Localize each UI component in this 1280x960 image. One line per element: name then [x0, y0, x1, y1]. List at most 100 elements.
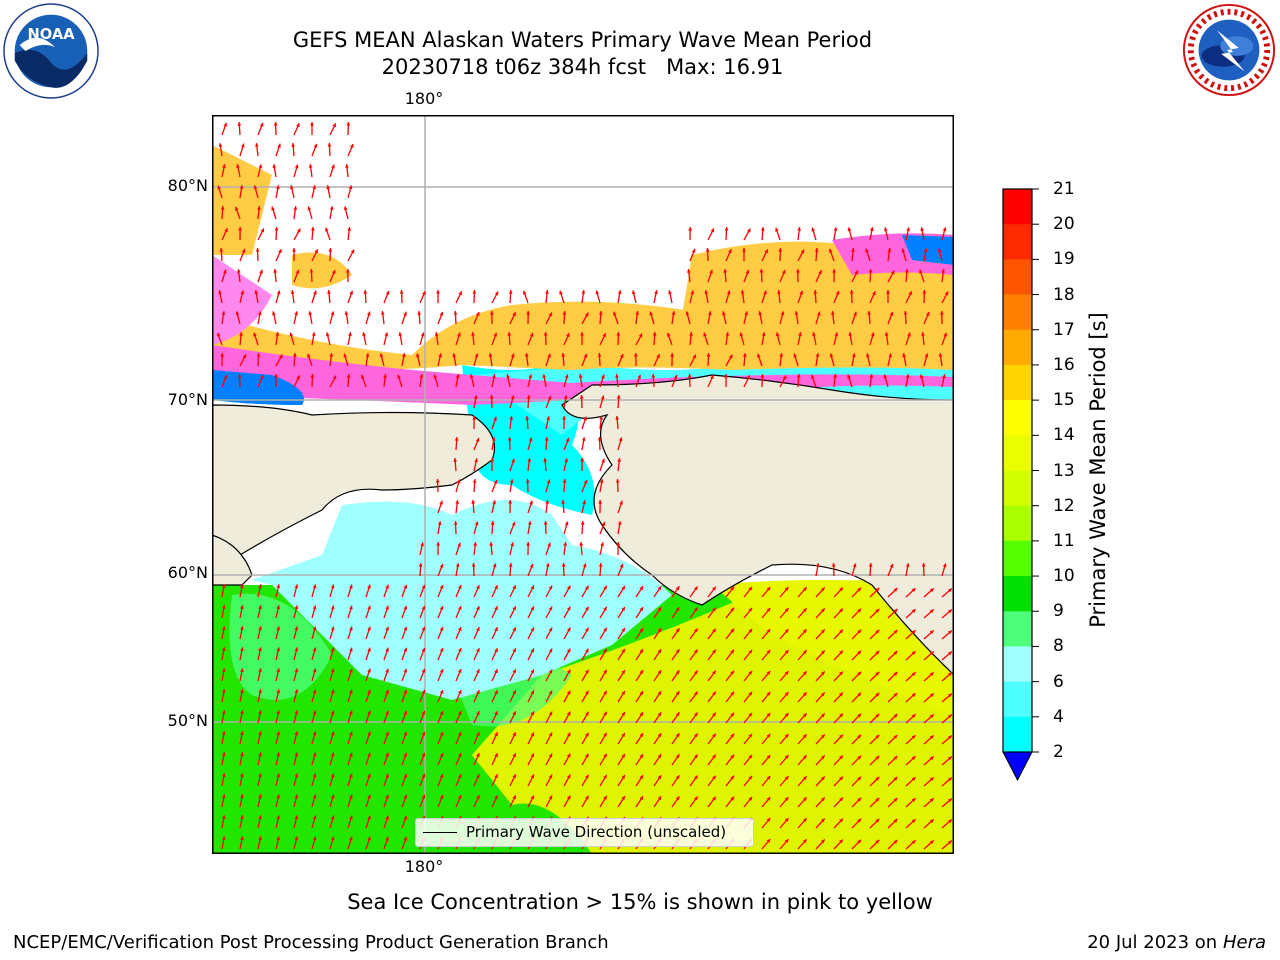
wave-arrow [508, 562, 513, 577]
wave-arrow [433, 374, 439, 388]
wave-arrow [707, 649, 717, 661]
wave-arrow [599, 648, 608, 661]
wave-arrow [869, 587, 880, 598]
wave-arrow [635, 669, 644, 682]
wave-arrow [725, 248, 732, 262]
wave-arrow [797, 838, 808, 850]
wave-arrow [616, 394, 621, 409]
wave-arrow [653, 353, 661, 367]
wave-arrow [239, 185, 244, 199]
wave-arrow [275, 626, 281, 640]
map-legend: Primary Wave Direction (unscaled) [415, 818, 754, 847]
wave-arrow [743, 375, 751, 388]
wave-arrow [455, 563, 460, 577]
wave-arrow [401, 773, 408, 787]
wave-arrow [813, 289, 818, 304]
wave-arrow [401, 815, 408, 829]
wave-arrow [437, 353, 442, 367]
wave-arrow [455, 332, 461, 346]
wave-arrow [779, 269, 786, 283]
wave-arrow [887, 608, 898, 619]
wave-arrow [329, 626, 335, 640]
wave-arrow [416, 353, 421, 367]
wave-arrow [239, 248, 246, 262]
wave-arrow [239, 668, 244, 682]
wave-arrow [671, 669, 680, 682]
wave-arrow [761, 607, 771, 619]
chart-subtitle: 20230718 t06z 384h fcst Max: 16.91 [381, 55, 784, 79]
wave-arrow [671, 690, 680, 703]
wave-arrow [544, 436, 549, 451]
wave-arrow [905, 332, 911, 346]
wave-arrow [490, 520, 495, 535]
wave-arrow [507, 331, 512, 346]
wave-arrow [941, 609, 953, 619]
wave-arrow [923, 608, 935, 619]
wave-arrow [779, 838, 789, 850]
wave-arrow [491, 479, 498, 493]
wave-arrow [527, 627, 535, 640]
wave-arrow [434, 332, 439, 346]
wave-arrow [652, 331, 657, 346]
wave-arrow [437, 689, 444, 703]
wave-arrow [833, 629, 844, 640]
wave-arrow [581, 669, 590, 682]
wave-arrow [815, 712, 826, 724]
wave-arrow [561, 562, 566, 577]
wave-arrow [579, 541, 584, 556]
wave-arrow [365, 626, 371, 640]
wave-arrow [617, 585, 626, 598]
wave-arrow [617, 563, 624, 577]
wave-arrow [886, 290, 890, 303]
wave-arrow [455, 773, 462, 787]
wave-arrow [509, 795, 517, 808]
legend-text: Primary Wave Direction (unscaled) [466, 823, 727, 841]
wave-arrow [563, 627, 571, 640]
wave-arrow [329, 164, 335, 178]
wave-arrow [617, 521, 622, 535]
wave-arrow [455, 500, 460, 514]
lat-label-80: 80°N [167, 176, 208, 195]
wave-arrow [527, 500, 533, 514]
wave-arrow [779, 353, 784, 367]
wave-arrow [887, 248, 892, 262]
wave-arrow [239, 332, 243, 346]
wave-arrow [365, 668, 371, 682]
wave-arrow [365, 647, 371, 661]
wave-arrow [617, 774, 626, 787]
wave-arrow [237, 373, 242, 388]
colorbar-cell [1003, 576, 1032, 612]
wave-arrow [509, 585, 517, 598]
wave-arrow [293, 773, 299, 787]
map-panel [212, 115, 954, 854]
wave-arrow [833, 332, 839, 346]
wave-arrow [290, 185, 295, 199]
wave-arrow [401, 584, 408, 598]
colorbar-cell [1003, 540, 1032, 577]
colorbar-cell [1003, 259, 1032, 296]
wave-arrow [436, 541, 441, 556]
wave-arrow [761, 712, 771, 724]
wave-arrow [221, 773, 226, 787]
wave-arrow [905, 818, 917, 829]
wave-arrow [725, 796, 735, 808]
wave-arrow [469, 374, 475, 388]
wave-arrow [779, 375, 787, 388]
wave-arrow [671, 753, 680, 766]
wave-arrow [884, 332, 889, 346]
wave-arrow [419, 752, 426, 766]
wave-arrow [905, 692, 917, 703]
colorbar-tick-label: 10 [1053, 566, 1075, 587]
wave-arrow [527, 690, 535, 703]
wave-arrow [275, 143, 281, 157]
wave-arrow [525, 415, 530, 430]
wave-arrow [311, 710, 317, 724]
wave-arrow [851, 839, 862, 850]
wave-arrow [419, 290, 426, 304]
wave-arrow [401, 794, 408, 808]
wave-arrow [563, 585, 571, 598]
wave-arrow [453, 520, 458, 535]
wave-arrow [489, 310, 494, 325]
wave-arrow [311, 752, 317, 766]
wave-arrow [436, 290, 440, 303]
